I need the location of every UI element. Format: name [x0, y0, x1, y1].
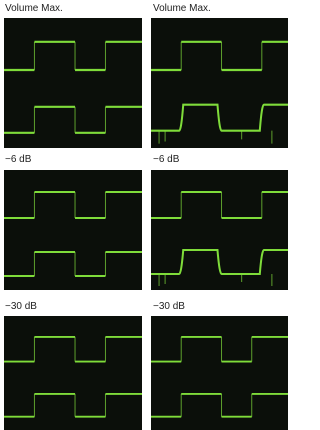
oscilloscope-screen: [151, 316, 288, 430]
panel-label: −30 dB: [153, 301, 185, 312]
panel-label: −30 dB: [5, 301, 37, 312]
panel-label: Volume Max.: [153, 3, 211, 14]
oscilloscope-screen: [4, 316, 142, 430]
page: Volume Max. Volume Max. −6 dB −6 dB −30 …: [0, 0, 290, 430]
panel-label: −6 dB: [5, 154, 31, 165]
oscilloscope-screen: [4, 170, 142, 290]
panel-label: Volume Max.: [5, 3, 63, 14]
oscilloscope-screen: [151, 170, 288, 290]
oscilloscope-screen: [151, 18, 288, 148]
oscilloscope-screen: [4, 18, 142, 148]
panel-label: −6 dB: [153, 154, 179, 165]
